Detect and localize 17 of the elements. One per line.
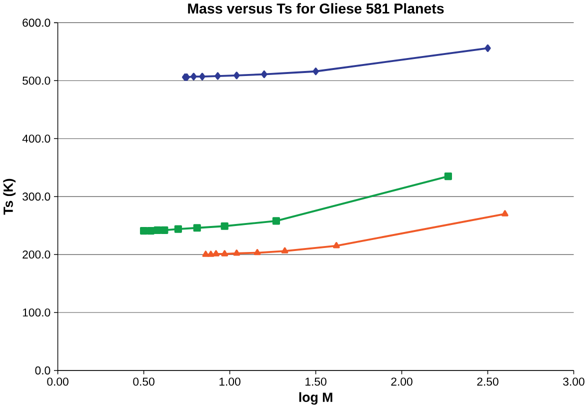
x-tick-label: 1.00 [220, 378, 240, 386]
y-tick-label: 400.0 [22, 134, 50, 143]
y-axis-title: Ts (K) [3, 178, 16, 215]
x-tick-label: 0.00 [47, 378, 68, 386]
chart-title: Mass versus Ts for Gliese 581 Planets [188, 3, 444, 14]
y-tick-label: 0.0 [35, 366, 50, 375]
y-tick-label: 100.0 [22, 308, 50, 317]
y-tick-label: 500.0 [22, 76, 50, 85]
y-tick-label: 300.0 [22, 192, 50, 201]
x-tick-label: 1.50 [306, 378, 326, 386]
y-tick-label: 200.0 [22, 250, 50, 259]
x-tick-label: 0.50 [133, 378, 154, 386]
x-tick-label: 2.00 [391, 378, 412, 386]
y-tick-label: 600.0 [22, 18, 50, 27]
x-tick-label: 2.50 [477, 378, 498, 386]
x-axis-title: log M [299, 392, 332, 405]
x-tick-label: 3.00 [563, 378, 584, 386]
